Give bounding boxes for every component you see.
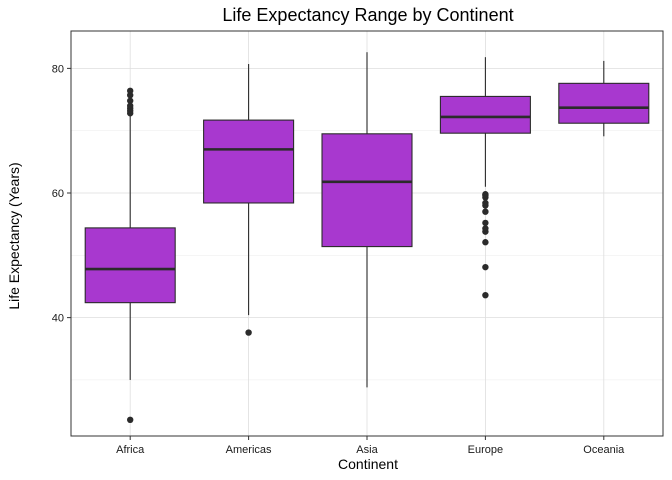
iqr-box [558,82,650,124]
y-axis-ticks: 40 60 80 [52,63,71,325]
outlier-point [127,102,134,109]
y-tick-label: 60 [52,188,64,200]
outlier-point [482,199,489,207]
x-tick-label: Americas [226,444,272,456]
x-tick-label: Europe [468,444,503,456]
y-tick-label: 40 [52,313,64,325]
iqr-box [203,119,295,204]
y-tick-label: 80 [52,63,64,75]
iqr-box [439,95,531,134]
box-asia [321,52,413,388]
x-tick-label: Asia [356,444,378,456]
outlier-point [127,416,134,423]
chart-title: Life Expectancy Range by Continent [222,5,513,25]
outlier-point [482,225,489,232]
outlier-point [482,219,489,227]
box-europe [439,57,531,299]
outlier-point [245,329,252,336]
box-oceania [558,60,650,137]
outlier-point [127,87,134,95]
outlier-point [127,97,134,104]
boxes [84,52,650,423]
outlier-point [482,208,489,215]
x-tick-label: Oceania [583,444,625,456]
outlier-point [482,191,489,198]
x-axis-ticks: Africa Americas Asia Europe Oceania [116,436,625,456]
iqr-box [321,133,413,248]
y-axis-title: Life Expectancy (Years) [6,162,22,309]
box-americas [203,64,295,336]
outlier-point [482,239,489,246]
x-tick-label: Africa [116,444,145,456]
outlier-point [482,291,489,299]
outlier-point [482,263,489,271]
x-axis-title: Continent [338,456,398,472]
box-africa [84,87,176,423]
iqr-box [84,227,176,304]
